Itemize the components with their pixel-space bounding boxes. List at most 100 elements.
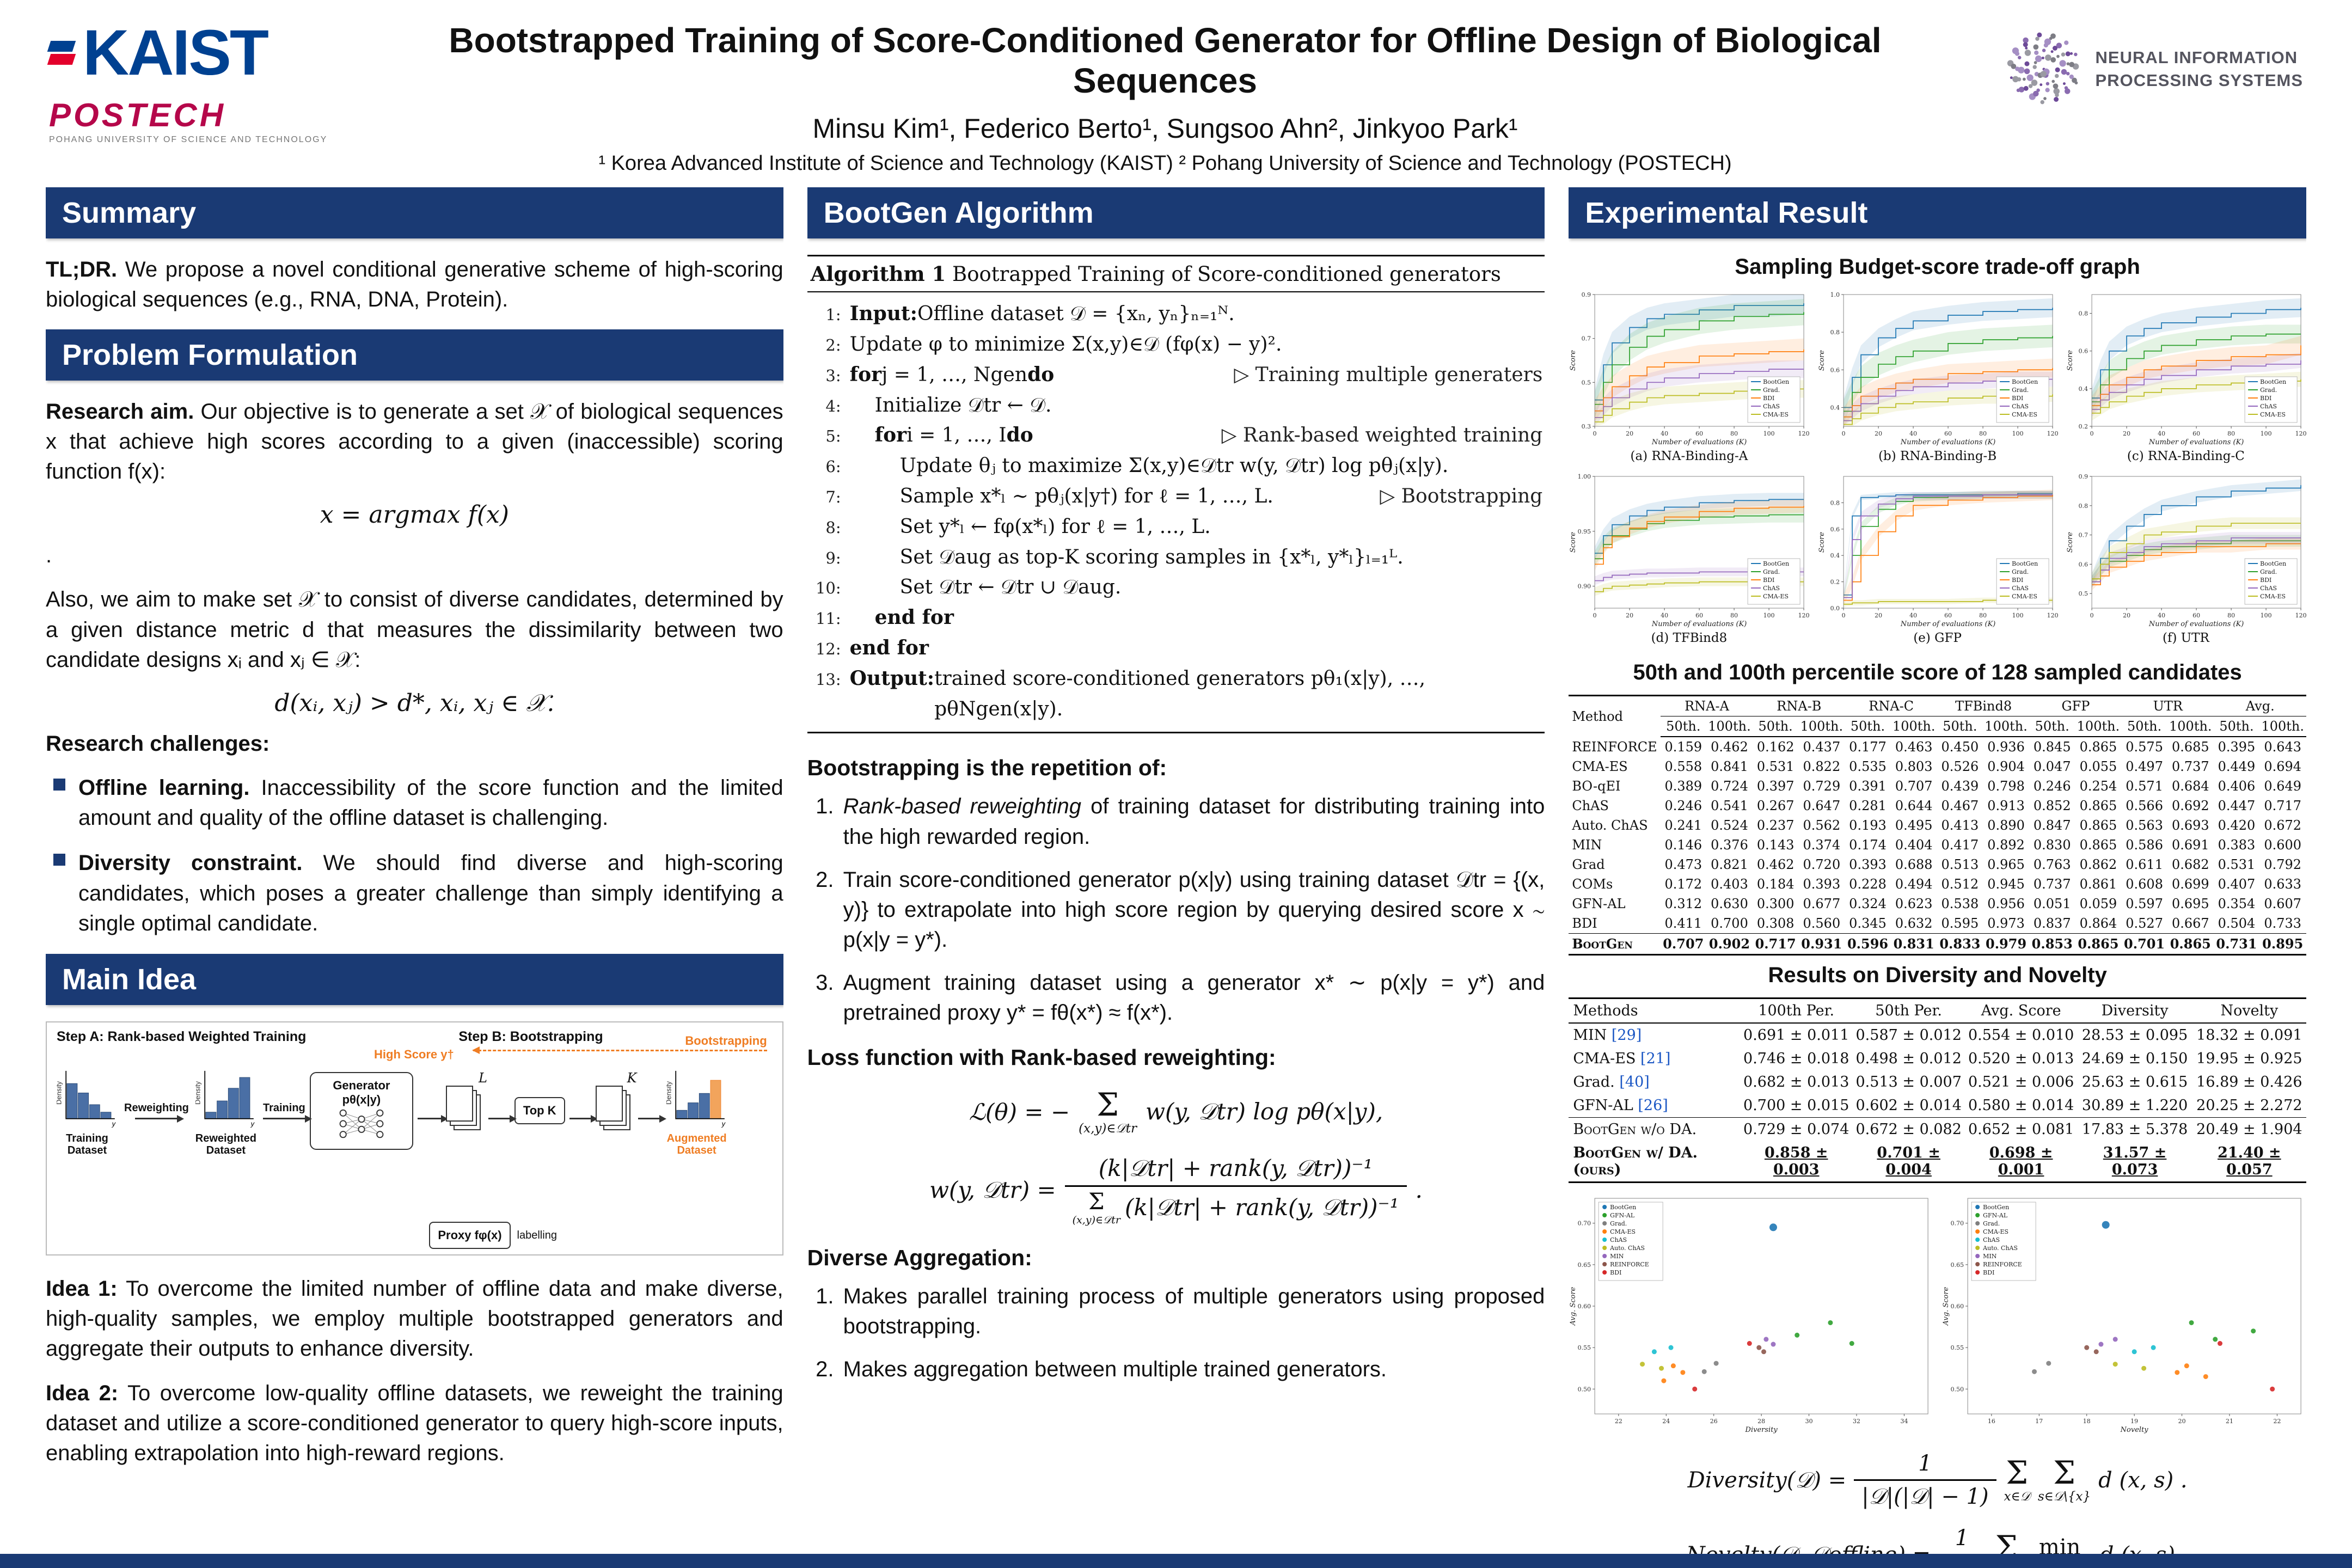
argmax-equation: x = argmax f(x) bbox=[320, 501, 509, 529]
kaist-wordmark: KAIST bbox=[83, 17, 269, 89]
svg-text:0.50: 0.50 bbox=[1950, 1386, 1964, 1393]
svg-text:0.5: 0.5 bbox=[2078, 590, 2088, 597]
svg-text:20: 20 bbox=[1875, 430, 1882, 437]
tldr-paragraph: TL;DR. We propose a novel conditional ge… bbox=[46, 258, 783, 312]
svg-text:0.65: 0.65 bbox=[1578, 1261, 1591, 1269]
svg-text:80: 80 bbox=[2227, 430, 2235, 437]
svg-text:0.55: 0.55 bbox=[1578, 1344, 1591, 1351]
score-table-row: CMA-ES 0.558 0.841 0.531 0.822 0.535 0.803 … bbox=[1572, 759, 2302, 775]
sample-arrow[interactable] bbox=[417, 1102, 448, 1123]
svg-text:y: y bbox=[112, 1120, 117, 1128]
svg-text:100: 100 bbox=[2260, 430, 2271, 437]
sum-operator: Σ (x,y)∈𝒟tr bbox=[1072, 1187, 1120, 1226]
aggregation-list: Makes parallel training process of multi… bbox=[840, 1282, 1545, 1385]
weight-equation: w(y, 𝒟tr) = (k|𝒟tr| + rank(y, 𝒟tr))⁻¹ Σ(… bbox=[929, 1154, 1423, 1226]
topk-arrow[interactable] bbox=[488, 1102, 517, 1123]
svg-text:80: 80 bbox=[2227, 612, 2235, 619]
svg-text:20: 20 bbox=[1626, 430, 1633, 437]
svg-text:120: 120 bbox=[2295, 430, 2306, 437]
svg-text:MIN: MIN bbox=[1610, 1253, 1624, 1260]
svg-text:0.4: 0.4 bbox=[2078, 385, 2088, 393]
svg-text:BDI: BDI bbox=[2260, 395, 2271, 402]
citation: [26] bbox=[1638, 1097, 1668, 1114]
challenges-label: Research challenges: bbox=[46, 731, 270, 756]
idea-flow: Density y Training Dataset Reweighting bbox=[54, 1065, 775, 1156]
bootstrapping-list: Rank-based reweighting of training datas… bbox=[840, 792, 1545, 1028]
aggregation-item: Makes aggregation between multiple train… bbox=[840, 1355, 1545, 1385]
training-arrow[interactable]: Training bbox=[262, 1102, 312, 1123]
svg-text:Number of evaluations (K): Number of evaluations (K) bbox=[1900, 620, 1995, 628]
algorithm-lines: 1: Input: Offline dataset 𝒟 = {xₙ, yₙ}ₙ₌… bbox=[807, 292, 1545, 732]
svg-text:CMA-ES: CMA-ES bbox=[2260, 593, 2286, 600]
svg-text:0.90: 0.90 bbox=[1578, 583, 1591, 590]
distance-equation: d(xᵢ, xⱼ) > d*, xᵢ, xⱼ ∈ 𝒳. bbox=[274, 689, 555, 717]
research-aim-label: Research aim. bbox=[46, 399, 194, 424]
svg-text:0.95: 0.95 bbox=[1578, 528, 1591, 535]
svg-text:0.8: 0.8 bbox=[1830, 500, 1840, 507]
svg-text:120: 120 bbox=[2047, 612, 2058, 619]
svg-text:BootGen: BootGen bbox=[1610, 1204, 1636, 1211]
reweighting-arrow[interactable]: Reweighting bbox=[124, 1102, 189, 1123]
svg-text:BDI: BDI bbox=[2012, 577, 2023, 584]
svg-text:BootGen: BootGen bbox=[2260, 560, 2286, 567]
line-chart-utr: 0 20 40 60 80 100 120 0.5 0.6 0.7 0.8 0.9 Number of … bbox=[2066, 471, 2306, 630]
svg-text:BootGen: BootGen bbox=[1763, 560, 1789, 567]
svg-text:34: 34 bbox=[1901, 1418, 1908, 1425]
arrow-shaft bbox=[417, 1115, 448, 1123]
svg-text:0.6: 0.6 bbox=[1830, 366, 1840, 373]
density-histogram: Density y bbox=[57, 1070, 117, 1128]
poster-header: KAIST POSTECH POHANG UNIVERSITY OF SCIEN… bbox=[0, 0, 2352, 184]
svg-text:BDI: BDI bbox=[1763, 577, 1774, 584]
citation: [40] bbox=[1619, 1074, 1650, 1091]
arrow-shaft bbox=[638, 1115, 666, 1123]
labelling-label: labelling bbox=[517, 1229, 557, 1241]
svg-text:0.3: 0.3 bbox=[1582, 423, 1591, 430]
svg-text:Auto. ChAS: Auto. ChAS bbox=[1982, 1245, 2018, 1252]
svg-text:60: 60 bbox=[2192, 612, 2200, 619]
svg-text:BootGen: BootGen bbox=[2012, 378, 2038, 385]
svg-text:60: 60 bbox=[1695, 612, 1703, 619]
svg-text:ChAS: ChAS bbox=[1983, 1236, 2000, 1244]
logo-block: KAIST POSTECH POHANG UNIVERSITY OF SCIEN… bbox=[47, 17, 354, 145]
svg-text:0.70: 0.70 bbox=[1578, 1220, 1591, 1227]
line-chart-rna-b: 0 20 40 60 80 100 120 0.4 0.6 0.8 1.0 Number of eva… bbox=[1817, 289, 2059, 448]
step-a-label: Step A: Rank-based Weighted Training bbox=[57, 1029, 307, 1044]
diversity-table-row: BootGen w/o DA. 0.729 ± 0.074 0.672 ± 0.… bbox=[1569, 1117, 2306, 1142]
svg-text:0.6: 0.6 bbox=[2078, 561, 2088, 568]
proxy-box: Proxy fφ(x) bbox=[429, 1222, 511, 1249]
svg-text:y: y bbox=[721, 1120, 726, 1128]
svg-text:Number of evaluations (K): Number of evaluations (K) bbox=[1900, 438, 1995, 446]
svg-text:60: 60 bbox=[1944, 612, 1952, 619]
augment-arrow[interactable] bbox=[638, 1102, 666, 1123]
svg-text:CMA-ES: CMA-ES bbox=[2012, 593, 2037, 600]
diversity-table-row: BootGen w/ DA. (ours) 0.858 ± 0.003 0.70… bbox=[1573, 1144, 2281, 1179]
algorithm-line: 5: for i = 1, …, I do ▷ Rank-based weight… bbox=[825, 424, 1543, 447]
line-chart-tfbind8: 0 20 40 60 80 100 120 0.90 0.95 1.00 Number of eva… bbox=[1569, 471, 1810, 630]
algorithm-banner: BootGen Algorithm bbox=[807, 187, 1545, 239]
aggregation-heading: Diverse Aggregation: bbox=[807, 1245, 1032, 1270]
diversity-table-row: Grad. [40] 0.682 ± 0.013 0.513 ± 0.007 0… bbox=[1573, 1074, 2302, 1091]
svg-text:ChAS: ChAS bbox=[2260, 585, 2277, 592]
topk-out-arrow[interactable] bbox=[569, 1102, 598, 1123]
experimental-banner: Experimental Result bbox=[1569, 187, 2306, 239]
svg-text:ChAS: ChAS bbox=[1763, 403, 1780, 410]
tradeoff-title: Sampling Budget-score trade-off graph bbox=[1735, 255, 2140, 279]
svg-text:Avg. Score: Avg. Score bbox=[1942, 1287, 1950, 1326]
tradeoff-chart-grid: 0 20 40 60 80 100 120 0.3 0.5 0.7 0.9 Number of eva… bbox=[1569, 289, 2306, 650]
svg-text:Score: Score bbox=[1818, 350, 1826, 371]
svg-text:Score: Score bbox=[1569, 532, 1577, 553]
svg-text:Density: Density bbox=[195, 1081, 202, 1105]
svg-text:Grad.: Grad. bbox=[1763, 387, 1780, 394]
score-table-method-header: Method bbox=[1572, 709, 1624, 725]
svg-text:BDI: BDI bbox=[1763, 395, 1774, 402]
svg-text:18: 18 bbox=[2082, 1418, 2090, 1425]
score-table: Method RNA-A RNA-B RNA-C TFBind8 GFP UTR… bbox=[1569, 695, 2306, 956]
svg-text:32: 32 bbox=[1853, 1418, 1860, 1425]
tldr-label: TL;DR. bbox=[46, 258, 118, 282]
algorithm-line: 1: Input: Offline dataset 𝒟 = {xₙ, yₙ}ₙ₌… bbox=[825, 302, 1235, 326]
poster-columns: Summary TL;DR. We propose a novel condit… bbox=[0, 184, 2352, 1568]
svg-text:22: 22 bbox=[2273, 1418, 2281, 1425]
svg-text:Number of evaluations (K): Number of evaluations (K) bbox=[2148, 620, 2244, 628]
svg-text:ChAS: ChAS bbox=[1763, 585, 1780, 592]
